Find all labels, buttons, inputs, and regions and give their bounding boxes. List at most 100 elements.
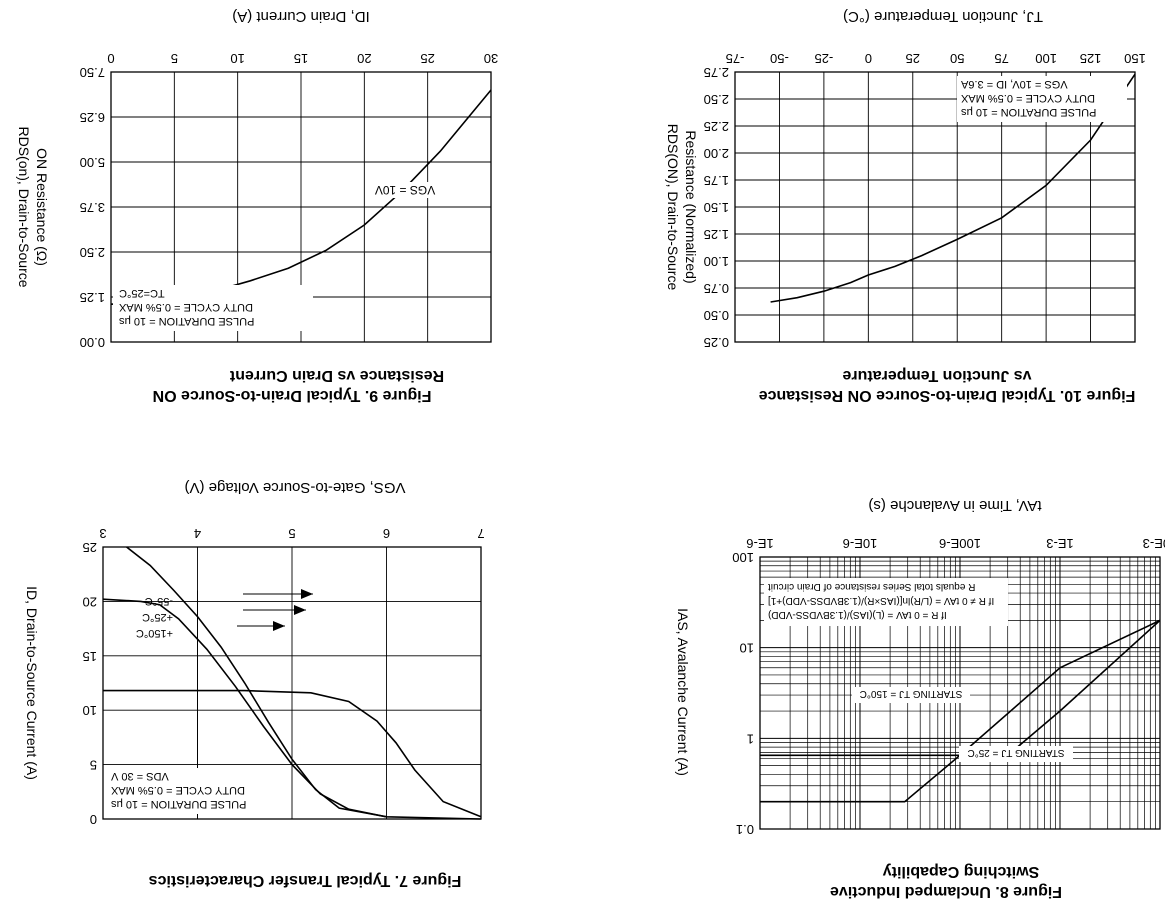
fig10-y-axis-label-2: Resistance (Normalized): [683, 130, 699, 283]
fig7-x-tick-label: 4: [194, 526, 201, 541]
fig8-x-tick-labels: 1E-6 10E-6 100E-6 1E-3 10E-3: [746, 536, 1165, 551]
fig10-y-tick-label: 0.75: [704, 281, 729, 296]
fig7-y-tick-label: 0: [90, 812, 97, 827]
fig8-caption-1: Figure 8. Unclamped Inductive: [830, 883, 1062, 900]
fig8-x-tick-label: 1E-6: [746, 536, 773, 551]
fig9-y-tick-label: 1.25: [80, 290, 105, 305]
fig8-note-1: If R = 0 tAV = (L)(IAS)/(1.3BVDSS-VDD): [768, 609, 947, 620]
fig7-series-label-minus55: -55°C: [145, 595, 173, 607]
fig7-y-tick-label: 25: [83, 540, 97, 555]
fig10-x-tick-labels: -75 -50 -25 0 25 50 75 100 125 150: [726, 51, 1146, 66]
fig8-note-2: If R ≠ 0 tAV = (L/R)ln[(IAS×R)/(1.3BVDSS…: [768, 595, 994, 606]
fig8-y-tick-label: 10: [740, 641, 754, 656]
fig9-note-2: DUTY CYCLE = 0.5% MAX: [118, 301, 253, 313]
fig8-note-3: R equals total Series resistance of Drai…: [768, 581, 976, 592]
fig10-note-2: DUTY CYCLE = 0.5% MAX: [960, 92, 1095, 104]
fig7-series-label-plus25: +25°C: [142, 611, 173, 623]
fig7-y-tick-label: 15: [83, 649, 97, 664]
fig10-note-1: PULSE DURATION = 10 μs: [961, 106, 1097, 118]
fig7-series-line-2: [103, 689, 482, 818]
fig9-y-tick-labels: 0.00 1.25 2.50 3.75 5.00 6.25 7.50: [80, 65, 105, 350]
fig8-x-axis-label: tAV, Time in Avalanche (s): [868, 497, 1041, 514]
fig10-note-3: VGS = 10V, ID = 3.6A: [960, 78, 1067, 90]
fig7-x-tick-label: 6: [383, 526, 390, 541]
fig8-series-label-25-box: [959, 746, 1073, 762]
fig7-x-tick-label: 5: [288, 526, 295, 541]
fig10-x-tick-label: 100: [1035, 51, 1057, 66]
fig10-x-tick-label: 0: [865, 51, 872, 66]
fig8-y-axis-label: IAS, Avalanche Current (A): [675, 608, 691, 776]
fig8-series-label-150-box: [852, 687, 970, 703]
fig10-x-tick-label: -50: [770, 51, 789, 66]
fig9-y-axis-label-1: RDS(on), Drain-to-Source: [16, 126, 32, 287]
fig9-y-tick-label: 5.00: [80, 155, 105, 170]
fig7-arrowhead-plus25: [294, 605, 306, 615]
fig9-curve-label: VGS = 10V: [375, 183, 435, 197]
fig9-x-tick-label: 25: [420, 51, 434, 66]
fig7-note-1: PULSE DURATION = 10 μs: [111, 798, 247, 810]
fig7-plot-frame: [102, 546, 482, 820]
fig10-caption-2: vs Junction Temperature: [842, 367, 1031, 384]
fig10-y-tick-label: 1.50: [704, 200, 729, 215]
fig10-y-tick-labels: 0.25 0.50 0.75 1.00 1.25 1.50 1.75 2.00 2.25 2.50…: [704, 65, 729, 350]
fig9-x-axis-label: ID, Drain Current (A): [232, 8, 370, 25]
fig10-y-tick-label: 2.00: [704, 146, 729, 161]
fig10-x-tick-label: -75: [726, 51, 745, 66]
fig10-y-axis-label-1: RDS(ON), Drain-to-Source: [665, 124, 681, 291]
fig10-x-tick-label: -25: [814, 51, 833, 66]
fig10-x-axis-label: TJ, Junction Temperature (°C): [843, 8, 1043, 25]
fig9-y-tick-label: 6.25: [80, 110, 105, 125]
fig10-y-tick-label: 1.75: [704, 173, 729, 188]
fig7-y-axis-label: ID, Drain-to-Source Current (A): [24, 586, 40, 780]
fig8-x-tick-label: 10E-6: [843, 536, 878, 551]
fig7-y-tick-label: 10: [83, 703, 97, 718]
fig7-x-axis-label: VGS, Gate-to-Source Voltage (V): [185, 479, 406, 496]
fig9-x-tick-label: 5: [171, 51, 178, 66]
fig9-y-axis-label-2: ON Resistance (Ω): [34, 148, 50, 266]
fig10-x-tick-label: 75: [994, 51, 1008, 66]
fig7-y-tick-label: 5: [90, 758, 97, 773]
fig9-note-1: PULSE DURATION = 10 μs: [119, 315, 255, 327]
fig10-series: [770, 73, 1136, 303]
fig10-y-tick-label: 2.50: [704, 92, 729, 107]
figure-8-unclamped-inductive-switching: 1E-6 10E-6 100E-6 1E-3 10E-3 0.1 1 10 100 If R …: [675, 497, 1165, 900]
fig8-y-tick-label: 0.1: [736, 822, 754, 837]
fig9-y-tick-label: 3.75: [80, 200, 105, 215]
fig8-series-line-1: [760, 619, 1161, 757]
fig7-caption: Figure 7. Typical Transfer Characteristi…: [149, 872, 462, 889]
fig9-x-tick-label: 15: [294, 51, 308, 66]
fig7-series-label-group: -55°C +25°C +150°C: [136, 589, 313, 639]
fig10-x-tick-label: 150: [1124, 51, 1146, 66]
fig7-notes-box: [107, 768, 267, 814]
figure-10-rds-vs-temperature: -75 -50 -25 0 25 50 75 100 125 150 0.25 0.50 0.75 1.…: [665, 8, 1146, 404]
fig9-x-tick-label: 0: [107, 51, 114, 66]
fig8-y-tick-label: 100: [732, 550, 754, 565]
fig9-y-tick-label: 2.50: [80, 245, 105, 260]
fig10-y-tick-label: 0.25: [704, 335, 729, 350]
fig7-y-tick-label: 20: [83, 594, 97, 609]
fig9-plot-frame: [110, 71, 492, 343]
fig8-caption-2: Switching Capability: [883, 863, 1040, 880]
fig8-y-tick-labels: 0.1 1 10 100: [732, 550, 754, 837]
fig7-series-label-plus150: +150°C: [136, 627, 173, 639]
fig9-x-tick-labels: 0 5 10 15 20 25 30: [107, 51, 498, 66]
fig10-y-tick-label: 1.00: [704, 254, 729, 269]
fig7-arrowhead-minus55: [301, 589, 313, 599]
fig7-series: [102, 546, 482, 820]
fig10-caption-1: Figure 10. Typical Drain-to-Source ON Re…: [759, 387, 1136, 404]
fig10-plot-frame: [734, 71, 1136, 343]
figure-9-rds-vs-id: 0 5 10 15 20 25 30 0.00 1.25 2.50 3.75 5.00 6.25 7.5…: [16, 8, 498, 404]
fig7-x-tick-labels: 3 4 5 6 7: [99, 526, 484, 541]
fig7-note-2: DUTY CYCLE = 0.5% MAX: [110, 784, 245, 796]
fig9-curve-label-box: [373, 182, 435, 198]
fig10-x-tick-label: 25: [906, 51, 920, 66]
fig10-y-tick-label: 2.25: [704, 119, 729, 134]
fig8-x-tick-label: 1E-3: [1046, 536, 1073, 551]
fig7-note-3: VDS = 30 V: [110, 770, 168, 782]
fig8-x-tick-label: 100E-6: [939, 536, 981, 551]
fig8-x-tick-label: 10E-3: [1143, 536, 1165, 551]
fig8-series-label-25: STARTING TJ = 25°C: [967, 747, 1064, 758]
